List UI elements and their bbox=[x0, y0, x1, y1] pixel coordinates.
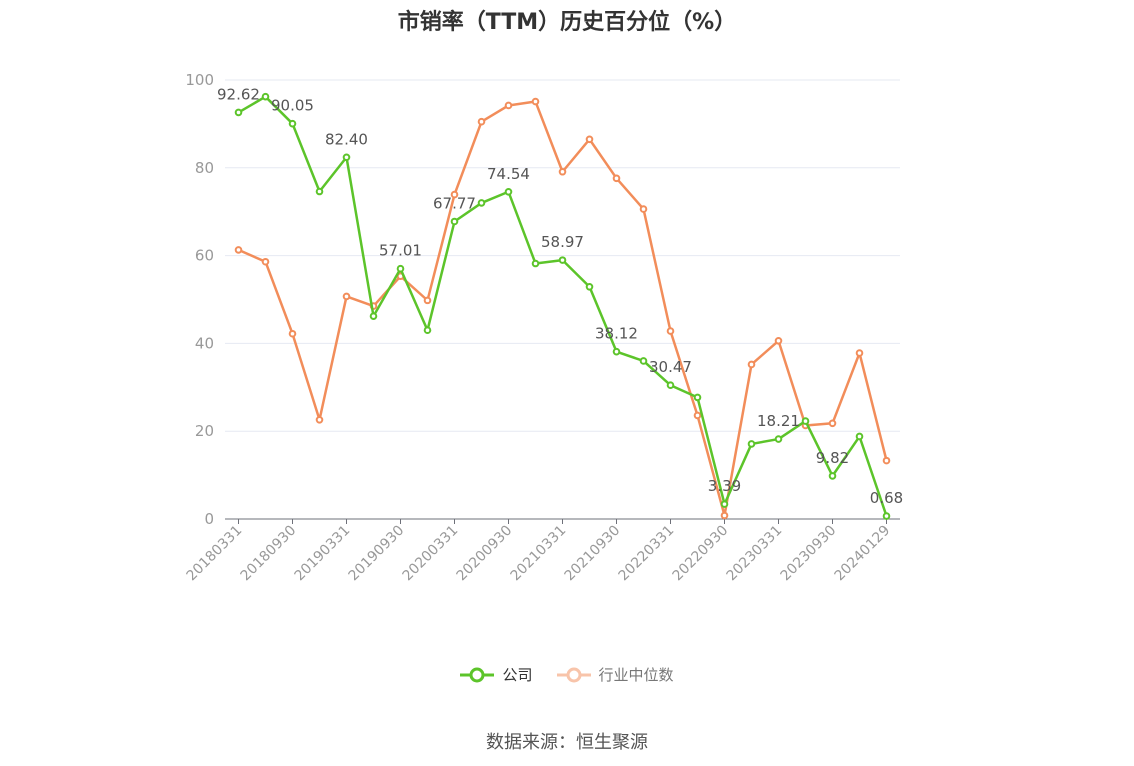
industry-data-point bbox=[720, 511, 729, 520]
x-tick-label: 20230930 bbox=[778, 523, 840, 585]
industry-data-point bbox=[774, 336, 783, 345]
company-data-point bbox=[612, 347, 621, 356]
x-tick-label: 20210331 bbox=[508, 523, 570, 585]
industry-data-point bbox=[288, 329, 297, 338]
company-data-point bbox=[369, 312, 378, 320]
data-label: 18.21 bbox=[757, 412, 800, 430]
company-data-point bbox=[450, 217, 459, 226]
x-tick-label: 20190331 bbox=[292, 523, 354, 585]
data-label: 82.40 bbox=[325, 130, 368, 148]
y-tick-label: 0 bbox=[204, 510, 214, 528]
industry-data-point bbox=[666, 327, 675, 335]
industry-data-point bbox=[747, 360, 756, 369]
company-data-point bbox=[639, 357, 648, 365]
x-tick-label: 20200930 bbox=[454, 523, 516, 585]
company-data-point bbox=[504, 187, 513, 196]
company-data-point bbox=[396, 264, 405, 273]
company-data-point bbox=[774, 435, 783, 443]
industry-data-point bbox=[882, 456, 891, 465]
company-data-point bbox=[666, 381, 675, 390]
company-data-point bbox=[531, 259, 540, 268]
industry-data-point bbox=[342, 292, 351, 301]
industry-data-point bbox=[855, 349, 864, 357]
industry-data-point bbox=[261, 257, 270, 266]
industry-data-point bbox=[504, 101, 513, 110]
data-label: 92.62 bbox=[217, 85, 260, 103]
y-tick-label: 100 bbox=[185, 71, 214, 89]
data-label: 9.82 bbox=[816, 449, 849, 467]
data-label: 57.01 bbox=[379, 242, 422, 260]
industry-series-line bbox=[237, 100, 888, 517]
data-label: 67.77 bbox=[433, 194, 476, 212]
legend-industry-label: 行业中位数 bbox=[598, 666, 674, 684]
company-series-line bbox=[237, 95, 888, 517]
legend-company-label: 公司 bbox=[502, 666, 533, 684]
company-data-point bbox=[693, 393, 702, 402]
data-label: 74.54 bbox=[487, 165, 530, 183]
data-label: 3.39 bbox=[708, 477, 741, 495]
data-label: 30.47 bbox=[649, 358, 692, 376]
company-data-point bbox=[720, 500, 729, 508]
company-data-point bbox=[828, 472, 837, 480]
industry-data-point bbox=[450, 190, 459, 199]
data-label: 58.97 bbox=[541, 233, 584, 251]
company-data-point bbox=[558, 256, 567, 264]
x-tick-label: 20220331 bbox=[616, 523, 678, 585]
company-data-point bbox=[342, 153, 351, 162]
data-label: 38.12 bbox=[595, 325, 638, 343]
y-tick-label: 20 bbox=[195, 422, 214, 440]
industry-data-point bbox=[477, 117, 486, 126]
x-tick-label: 20180331 bbox=[184, 523, 246, 585]
legend-item-industry[interactable]: 行业中位数 bbox=[556, 664, 674, 685]
company-data-point bbox=[234, 108, 243, 117]
y-tick-label: 40 bbox=[195, 334, 214, 352]
company-data-point bbox=[288, 119, 297, 128]
x-tick-label: 20210930 bbox=[562, 523, 624, 585]
company-data-point bbox=[477, 199, 486, 207]
company-data-point bbox=[261, 92, 270, 101]
industry-data-point bbox=[612, 174, 621, 183]
company-data-point bbox=[747, 440, 756, 448]
y-tick-label: 60 bbox=[195, 247, 214, 265]
x-tick-label: 20180930 bbox=[238, 523, 300, 585]
data-label: 0.68 bbox=[870, 489, 903, 507]
x-tick-label: 20190930 bbox=[346, 523, 408, 585]
legend-item-company[interactable]: 公司 bbox=[460, 664, 533, 685]
x-tick-label: 20200331 bbox=[400, 523, 462, 585]
industry-data-point bbox=[531, 97, 540, 106]
x-tick-label: 20240129 bbox=[832, 523, 894, 585]
chart-legend: 公司 行业中位数 bbox=[0, 664, 1134, 685]
company-data-point bbox=[315, 187, 324, 196]
data-label: 90.05 bbox=[271, 97, 314, 115]
chart-title: 市销率（TTM）历史百分位（%） bbox=[397, 10, 737, 35]
x-tick-label: 20220930 bbox=[670, 523, 732, 585]
industry-data-point bbox=[423, 296, 432, 305]
industry-data-point bbox=[828, 419, 837, 428]
company-data-point bbox=[423, 326, 432, 335]
company-data-point bbox=[585, 282, 594, 291]
legend-industry-marker bbox=[556, 667, 591, 682]
company-data-point bbox=[801, 417, 810, 425]
industry-data-point bbox=[558, 167, 567, 176]
company-data-point bbox=[855, 432, 864, 441]
industry-data-point bbox=[315, 415, 324, 424]
industry-data-point bbox=[693, 411, 702, 420]
data-source: 数据来源：恒生聚源 bbox=[486, 732, 648, 753]
industry-data-point bbox=[585, 135, 594, 144]
industry-data-point bbox=[639, 205, 648, 213]
x-tick-label: 20230331 bbox=[724, 523, 786, 585]
y-tick-label: 80 bbox=[195, 159, 214, 177]
company-data-point bbox=[882, 512, 891, 520]
industry-data-point bbox=[234, 246, 243, 254]
legend-company-marker bbox=[460, 667, 495, 682]
